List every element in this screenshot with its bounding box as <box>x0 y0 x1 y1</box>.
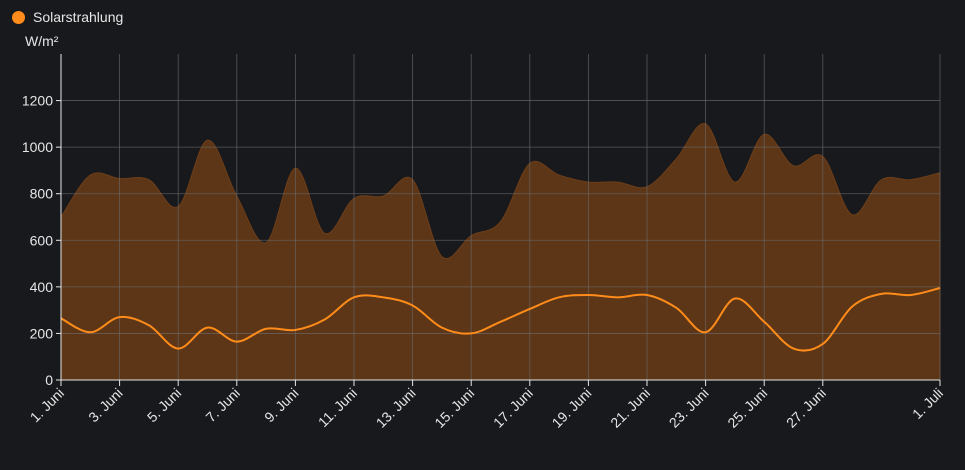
y-tick-label: 400 <box>30 279 54 295</box>
y-tick-label: 600 <box>30 232 54 248</box>
y-tick-label: 1000 <box>22 139 53 155</box>
legend-dot-icon <box>12 10 25 24</box>
x-tick-label: 1. Juni <box>27 385 67 425</box>
y-ticks: 0 200 400 600 800 1000 1200 <box>22 93 61 388</box>
x-tick-label: 17. Juni <box>490 385 536 431</box>
x-ticks: 1. Juni 3. Juni 5. Juni 7. Juni 9. Juni 11. J… <box>27 380 946 431</box>
x-tick-label: 19. Juni <box>549 385 595 431</box>
legend-item[interactable]: Solarstrahlung <box>12 9 123 25</box>
x-tick-label: 11. Juni <box>315 385 360 430</box>
x-tick-label: 3. Juni <box>85 385 125 425</box>
y-axis-unit-label: W/m² <box>25 33 59 49</box>
x-tick-label: 9. Juni <box>261 385 301 425</box>
x-tick-label: 23. Juni <box>666 385 712 431</box>
area-series-path <box>60 123 941 381</box>
x-tick-label: 21. Juni <box>607 385 653 431</box>
grid <box>61 54 941 380</box>
area-series <box>60 123 941 381</box>
x-tick-label: 13. Juni <box>373 385 419 431</box>
line-series <box>60 287 941 352</box>
x-tick-label: 7. Juni <box>202 385 242 425</box>
x-tick-label: 15. Juni <box>431 385 477 431</box>
y-tick-label: 1200 <box>22 93 53 109</box>
x-tick-label: 27. Juni <box>783 385 829 431</box>
y-tick-label: 0 <box>45 372 53 388</box>
y-tick-label: 800 <box>30 186 54 202</box>
x-tick-label: 1. Juli <box>909 385 946 422</box>
line-series-path <box>60 287 941 352</box>
axes <box>60 54 940 381</box>
x-tick-label: 5. Juni <box>144 385 184 425</box>
legend-label: Solarstrahlung <box>33 9 124 25</box>
x-tick-label: 25. Juni <box>724 385 770 431</box>
y-tick-label: 200 <box>30 325 54 341</box>
